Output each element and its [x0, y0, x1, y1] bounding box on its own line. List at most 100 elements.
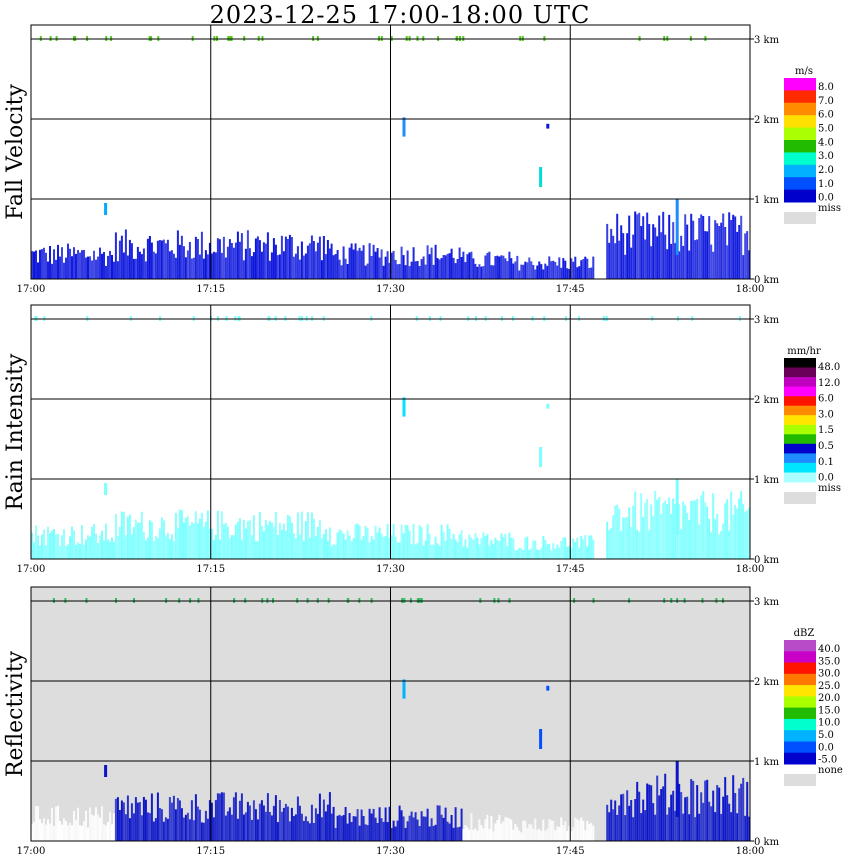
echo-column [698, 218, 701, 279]
echo-column [93, 815, 95, 841]
echo-column [684, 797, 687, 841]
echo-column [81, 250, 83, 279]
echo-column [116, 261, 119, 279]
echo-column [87, 535, 89, 559]
echo-column [618, 240, 621, 279]
echo-column [544, 540, 547, 559]
echo-column [360, 809, 363, 841]
echo-column [538, 261, 541, 279]
echo-column [294, 253, 297, 279]
echo-column [314, 535, 317, 559]
echo-column [420, 811, 423, 841]
echo-column [103, 540, 105, 559]
echo-column [562, 537, 565, 559]
echo-column [440, 258, 443, 279]
echo-column [77, 807, 79, 841]
echo-column [710, 806, 713, 841]
echo-column [556, 544, 559, 559]
echo-column [414, 261, 417, 279]
echo-column [214, 534, 217, 559]
echo-column [138, 251, 141, 279]
echo-column [556, 265, 559, 279]
echo-column [69, 536, 71, 559]
echo-column [310, 512, 313, 559]
echo-column [742, 504, 745, 559]
echo-column [630, 527, 633, 559]
echo-column [410, 544, 413, 559]
echo-column [85, 539, 87, 559]
echo-column [650, 504, 653, 559]
legend-missing-label: miss [818, 483, 841, 494]
echo-column [400, 524, 403, 559]
echo-column [105, 523, 107, 559]
echo-column [654, 227, 657, 279]
echo-column [160, 517, 163, 559]
y-tick-label: 0 km [754, 555, 780, 566]
echo-column [668, 497, 671, 559]
echo-column [216, 510, 219, 559]
echo-column [43, 247, 45, 279]
echo-column [186, 812, 189, 841]
echo-column [63, 262, 65, 279]
echo-column [524, 261, 527, 279]
echo-column [126, 516, 129, 559]
echo-column [166, 532, 169, 559]
panel-frame [30, 586, 751, 842]
echo-column [282, 807, 285, 841]
echo-column [670, 243, 673, 279]
echo-column [578, 820, 581, 841]
echo-column [444, 255, 447, 279]
echo-column [178, 244, 181, 279]
echo-column [318, 793, 321, 841]
echo-column [396, 264, 399, 279]
echo-column [200, 231, 203, 279]
echo-column [540, 830, 543, 841]
echo-column [568, 546, 571, 559]
legend-unit: mm/hr [787, 346, 821, 357]
echo-column [680, 235, 683, 279]
echo-column [642, 516, 645, 559]
echo-column [356, 250, 359, 279]
echo-column [448, 253, 451, 279]
legend-swatch [784, 462, 816, 473]
echo-column [314, 251, 317, 279]
echo-column [296, 512, 299, 559]
echo-column [516, 550, 519, 559]
echo-column [690, 779, 693, 841]
echo-column [586, 546, 589, 559]
echo-column [95, 259, 97, 279]
echo-column [682, 501, 685, 559]
echo-column [712, 251, 715, 279]
echo-column [111, 537, 113, 559]
echo-column [678, 504, 681, 559]
echo-column [466, 827, 469, 841]
echo-column [488, 545, 491, 559]
echo-column [434, 244, 437, 279]
echo-column [242, 814, 245, 841]
echo-column [258, 512, 261, 559]
echo-column [51, 807, 53, 841]
echo-column [590, 822, 593, 841]
echo-column [722, 523, 725, 559]
echo-column [326, 804, 329, 841]
echo-column [540, 264, 543, 279]
legend-swatch [784, 685, 816, 697]
echo-column [134, 258, 137, 279]
y-tick-label: 1 km [754, 195, 780, 206]
echo-column [160, 240, 163, 279]
echo-column [684, 214, 687, 279]
echo-column [416, 543, 419, 559]
echo-column [588, 268, 591, 279]
echo-column [468, 252, 471, 279]
echo-column [738, 498, 741, 559]
echo-column [53, 249, 55, 279]
echo-column [400, 810, 403, 841]
echo-column [748, 250, 751, 279]
echo-column [258, 803, 261, 841]
x-tick-label: 17:15 [196, 284, 225, 295]
echo-column [248, 248, 251, 279]
echo-column [494, 256, 497, 279]
legend-swatch [784, 434, 816, 445]
panel-ylabel: Reflectivity [3, 650, 28, 777]
legend-label: 5.0 [818, 124, 834, 135]
